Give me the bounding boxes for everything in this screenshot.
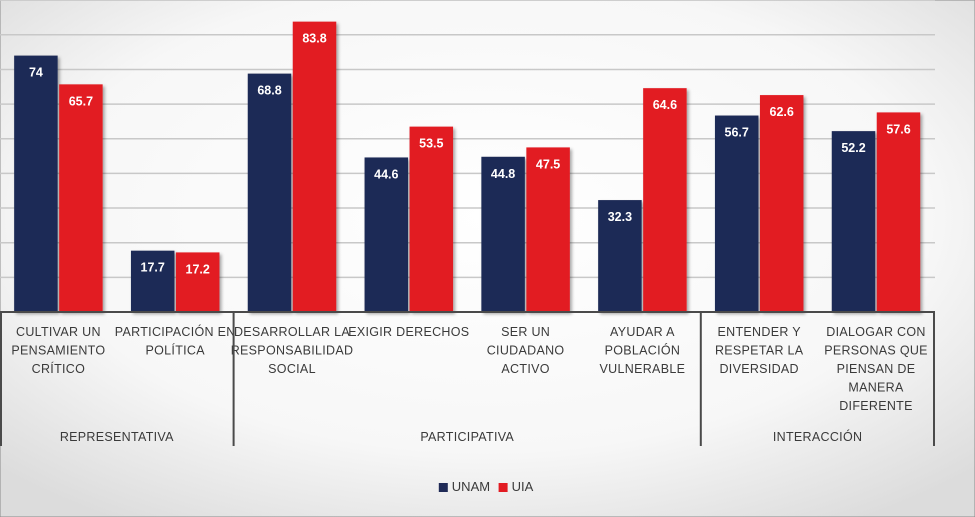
legend: UNAM UIA — [438, 479, 534, 494]
group-label-interaccion: INTERACCIÓN — [773, 429, 862, 444]
bar-uia-2 — [292, 21, 337, 313]
data-label-uia-1: 17.2 — [186, 262, 210, 276]
category-label-6: ENTENDER Y RESPETAR LA DIVERSIDAD — [715, 325, 804, 376]
category-label-2: DESARROLLAR LA RESPONSABILIDAD SOCIAL — [231, 325, 354, 376]
bar-uia-1 — [175, 252, 220, 312]
data-label-uia-6: 62.6 — [770, 105, 794, 119]
bar-uia-0 — [59, 84, 103, 312]
bar-uia-5 — [643, 88, 687, 312]
data-label-unam-3: 44.6 — [374, 167, 398, 181]
data-label-uia-4: 47.5 — [536, 157, 560, 171]
data-label-unam-7: 52.2 — [841, 141, 865, 155]
bar-uia-4 — [526, 147, 570, 312]
data-label-unam-2: 68.8 — [257, 84, 281, 98]
bar-unam-7 — [831, 131, 876, 312]
legend-label-unam: UNAM — [452, 479, 490, 494]
data-label-uia-2: 83.8 — [302, 32, 326, 46]
bar-uia-3 — [409, 126, 454, 312]
legend-label-uia: UIA — [512, 479, 534, 494]
bar-unam-2 — [247, 73, 292, 312]
data-label-unam-6: 56.7 — [725, 126, 749, 140]
data-label-uia-7: 57.6 — [886, 122, 910, 136]
data-label-unam-1: 17.7 — [141, 261, 165, 275]
data-labels: 74 17.7 68.8 44.6 44.8 32.3 56.7 52.2 65.7 17.2 83… — [29, 32, 911, 277]
legend-swatch-unam — [438, 483, 448, 492]
bar-unam-5 — [598, 200, 642, 312]
data-label-unam-4: 44.8 — [491, 167, 515, 181]
group-label-participativa: PARTICIPATIVA — [420, 430, 514, 444]
category-axis: CULTIVAR UN PENSAMIENTO CRÍTICO PARTICIPACI… — [0, 311, 935, 446]
bar-uia-7 — [876, 112, 921, 312]
data-label-uia-0: 65.7 — [69, 94, 93, 108]
bar-unam-1 — [130, 250, 175, 312]
category-label-5: AYUDAR A POBLACIÓN VULNERABLE — [600, 325, 686, 376]
data-label-unam-0: 74 — [29, 66, 43, 80]
bar-unam-4 — [481, 156, 525, 312]
category-label-3: EXIGIR DERECHOS — [348, 325, 469, 339]
bar-unam-3 — [364, 157, 409, 312]
bar-unam-6 — [714, 115, 759, 312]
data-label-uia-3: 53.5 — [419, 137, 443, 151]
category-label-0: CULTIVAR UN PENSAMIENTO CRÍTICO — [11, 325, 105, 376]
bars — [14, 21, 921, 313]
data-label-uia-5: 64.6 — [653, 98, 677, 112]
category-label-1: PARTICIPACIÓN EN POLÍTICA — [115, 324, 236, 358]
group-label-representativa: REPRESENTATIVA — [60, 430, 174, 444]
bar-unam-0 — [14, 55, 58, 313]
category-label-7: DIALOGAR CON PERSONAS QUE PIENSAN DE MANERA… — [824, 325, 928, 413]
legend-swatch-uia — [498, 483, 508, 492]
bar-uia-6 — [759, 95, 804, 312]
data-label-unam-5: 32.3 — [608, 210, 632, 224]
category-label-4: SER UN CIUDADANO ACTIVO — [487, 325, 565, 376]
